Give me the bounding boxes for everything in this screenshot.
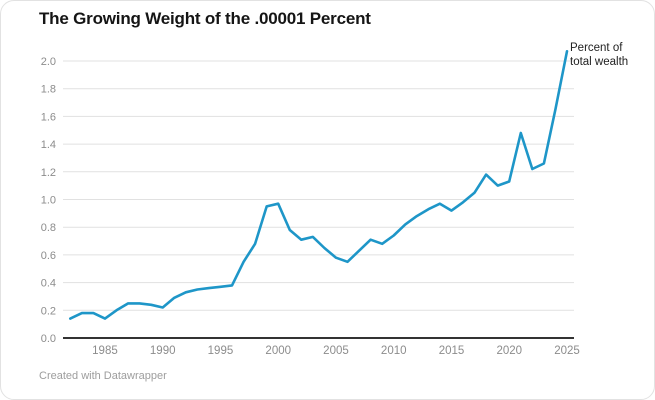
y-axis-tick-label: 0.6 [41,250,56,262]
y-axis-tick-label: 0.8 [41,222,56,234]
y-axis-tick-label: 2.0 [41,56,56,68]
legend-label: Percent of total wealth [570,42,629,68]
x-axis-tick-label: 2020 [496,345,522,357]
y-axis-tick-label: 1.8 [41,84,56,96]
x-axis-tick-label: 1995 [208,345,234,357]
y-axis-tick-label: 1.2 [41,167,56,179]
y-axis-tick-label: 0.0 [41,333,56,345]
y-axis-tick-label: 1.0 [41,195,56,207]
datawrapper-credit-link[interactable]: Created with Datawrapper [39,370,167,382]
y-axis-tick-label: 0.4 [41,278,56,290]
x-axis-tick-label: 2000 [265,345,291,357]
x-axis-tick-label: 2015 [439,345,465,357]
y-axis-tick-label: 1.4 [41,139,56,151]
page-title: The Growing Weight of the .00001 Percent [39,9,371,28]
x-axis-tick-label: 2025 [554,345,580,357]
y-axis-tick-label: 0.2 [41,305,56,317]
x-axis-tick-label: 2005 [323,345,349,357]
wealth-line [69,49,569,320]
y-axis-tick-label: 1.6 [41,111,56,123]
x-axis-tick-label: 1985 [92,345,118,357]
x-axis-tick-label: 1990 [150,345,176,357]
x-axis-tick-label: 2010 [381,345,407,357]
